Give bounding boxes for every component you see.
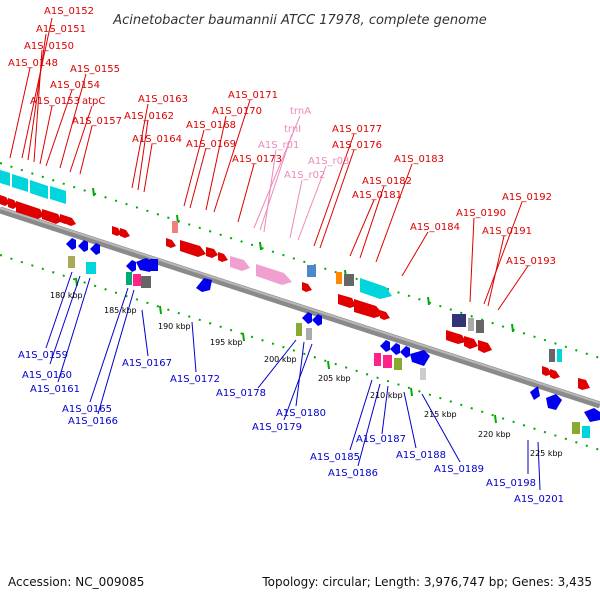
svg-text:210 kbp: 210 kbp xyxy=(370,391,403,400)
rna-label: A1S_r02 xyxy=(284,170,325,181)
gene-label: A1S_0157 xyxy=(72,116,122,127)
svg-text:215 kbp: 215 kbp xyxy=(424,410,457,419)
kbp-labels: 180 kbp 185 kbp 190 kbp 195 kbp 200 kbp … xyxy=(50,291,563,458)
rna-label-leaders xyxy=(253,115,327,241)
rna-label: A1S_r01 xyxy=(258,140,299,151)
svg-text:205 kbp: 205 kbp xyxy=(318,374,351,383)
gene-label: A1S_0165 xyxy=(62,404,112,415)
reverse-gene-labels: A1S_0159 A1S_0160 A1S_0161 A1S_0167 A1S_… xyxy=(18,350,564,505)
gene-label: A1S_0188 xyxy=(396,450,446,461)
gene-label: A1S_0176 xyxy=(332,140,382,151)
gene-label: A1S_0154 xyxy=(50,80,100,91)
gene-label: A1S_0178 xyxy=(216,388,266,399)
rna-label: trnI xyxy=(284,124,301,135)
gene-label: atpC xyxy=(82,96,105,107)
topology-summary: Topology: circular; Length: 3,976,747 bp… xyxy=(261,575,592,589)
gene-label: A1S_0190 xyxy=(456,208,506,219)
gene-label: A1S_0153 xyxy=(30,96,80,107)
svg-text:220 kbp: 220 kbp xyxy=(478,430,511,439)
gene-label: A1S_0155 xyxy=(70,64,120,75)
gene-label: A1S_0151 xyxy=(36,24,86,35)
svg-text:225 kbp: 225 kbp xyxy=(530,449,563,458)
gene-label: A1S_0168 xyxy=(186,120,236,131)
genome-backbone xyxy=(0,206,600,409)
gene-label: A1S_0163 xyxy=(138,94,188,105)
gene-label: A1S_0184 xyxy=(410,222,460,233)
gene-label: A1S_0201 xyxy=(514,494,564,505)
lower-major-ticks xyxy=(75,277,497,424)
gene-label: A1S_0166 xyxy=(68,416,118,427)
reverse-label-leaders xyxy=(45,271,541,491)
forward-gene-labels: A1S_0152 A1S_0151 A1S_0150 A1S_0148 A1S_… xyxy=(8,6,556,267)
gene-label: A1S_0172 xyxy=(170,374,220,385)
gene-label: A1S_0161 xyxy=(30,384,80,395)
genome-title: Acinetobacter baumannii ATCC 17978, comp… xyxy=(112,13,487,28)
gene-label: A1S_0162 xyxy=(124,111,174,122)
gene-label: A1S_0193 xyxy=(506,256,556,267)
rna-label: A1S_r03 xyxy=(308,156,349,167)
gene-label: A1S_0179 xyxy=(252,422,302,433)
gene-label: A1S_0189 xyxy=(434,464,484,475)
gene-label: A1S_0180 xyxy=(276,408,326,419)
gene-label: A1S_0181 xyxy=(352,190,402,201)
gene-label: A1S_0148 xyxy=(8,58,58,69)
gene-label: A1S_0167 xyxy=(122,358,172,369)
gene-label: A1S_0159 xyxy=(18,350,68,361)
gene-label: A1S_0198 xyxy=(486,478,536,489)
gene-label: A1S_0182 xyxy=(362,176,412,187)
gene-label: A1S_0171 xyxy=(228,90,278,101)
gene-label: A1S_0177 xyxy=(332,124,382,135)
svg-text:180 kbp: 180 kbp xyxy=(50,291,83,300)
svg-text:200 kbp: 200 kbp xyxy=(264,355,297,364)
svg-text:185 kbp: 185 kbp xyxy=(104,306,137,315)
svg-text:190 kbp: 190 kbp xyxy=(158,322,191,331)
accession-text: Accession: NC_009085 xyxy=(8,575,144,589)
gene-label: A1S_0192 xyxy=(502,192,552,203)
gene-label: A1S_0160 xyxy=(22,370,72,381)
gene-label: A1S_0170 xyxy=(212,106,262,117)
reverse-genes xyxy=(66,238,600,438)
gene-label: A1S_0183 xyxy=(394,154,444,165)
gene-label: A1S_0152 xyxy=(44,6,94,17)
gene-label: A1S_0185 xyxy=(310,452,360,463)
gene-label: A1S_0169 xyxy=(186,139,236,150)
forward-genes xyxy=(0,170,590,390)
gene-label: A1S_0187 xyxy=(356,434,406,445)
gene-label: A1S_0164 xyxy=(132,134,182,145)
rna-gene-labels: trnA trnI A1S_r01 A1S_r03 A1S_r02 xyxy=(258,106,349,181)
genome-backbone-highlight xyxy=(0,207,600,404)
gene-label: A1S_0191 xyxy=(482,226,532,237)
svg-text:195 kbp: 195 kbp xyxy=(210,338,243,347)
rna-label: trnA xyxy=(290,106,311,117)
gene-label: A1S_0173 xyxy=(232,154,282,165)
gene-label: A1S_0186 xyxy=(328,468,378,479)
gene-label: A1S_0150 xyxy=(24,41,74,52)
forward-label-leaders xyxy=(9,17,529,311)
